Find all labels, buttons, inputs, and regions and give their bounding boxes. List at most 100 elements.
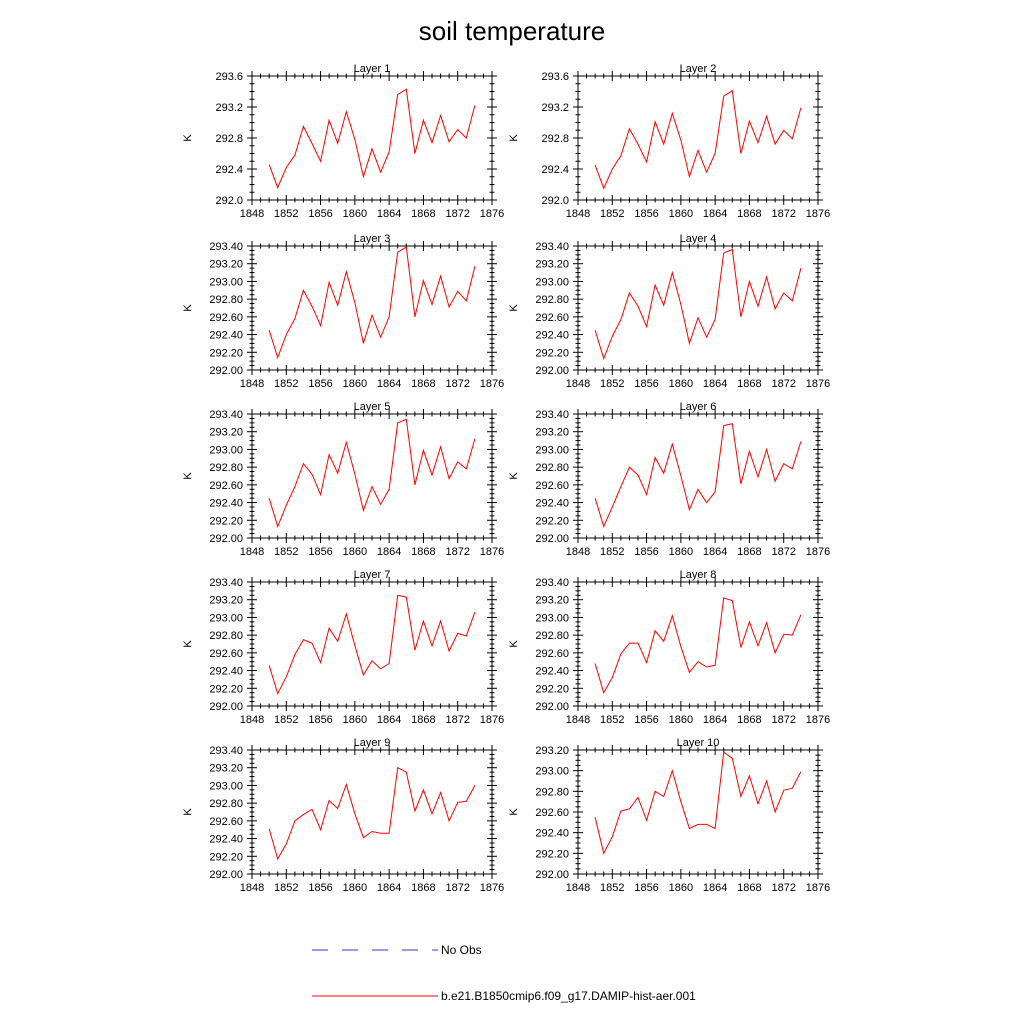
x-tick-label: 1848 <box>566 882 590 894</box>
x-tick-label: 1868 <box>737 378 761 390</box>
x-tick-label: 1868 <box>411 546 435 558</box>
panel-title: Layer 9 <box>354 737 391 749</box>
y-tick-label: 292.00 <box>535 533 569 545</box>
series-line <box>268 766 476 861</box>
panel-title: Layer 8 <box>680 569 717 581</box>
y-tick-label: 293.00 <box>209 444 243 456</box>
y-tick-label: 292.60 <box>535 648 569 660</box>
y-tick-label: 292.00 <box>535 365 569 377</box>
x-tick-label: 1856 <box>308 546 332 558</box>
panel-title: Layer 6 <box>680 401 717 413</box>
y-tick-label: 292.60 <box>535 480 569 492</box>
y-tick-label: 293.20 <box>209 595 243 607</box>
y-tick-label: 293.2 <box>541 102 569 114</box>
series-line <box>594 597 802 694</box>
y-tick-label: 292.40 <box>209 666 243 678</box>
y-tick-label: 292.20 <box>535 848 569 860</box>
x-tick-label: 1872 <box>771 208 795 220</box>
x-tick-label: 1876 <box>480 882 504 894</box>
y-tick-label: 293.20 <box>209 259 243 271</box>
series-line <box>268 594 476 695</box>
x-tick-label: 1852 <box>274 714 298 726</box>
y-tick-label: 292.20 <box>209 515 243 527</box>
y-tick-label: 293.00 <box>535 276 569 288</box>
x-tick-label: 1876 <box>480 208 504 220</box>
y-tick-label: 292.60 <box>209 648 243 660</box>
panel-layer-7: Layer 7 K 1848 1852 1856 1860 1864 1868 1872 1876… <box>182 569 504 726</box>
x-tick-label: 1868 <box>737 714 761 726</box>
legend-model-label: b.e21.B1850cmip6.f09_g17.DAMIP-hist-aer.… <box>441 989 696 1003</box>
figure-title: soil temperature <box>419 16 605 46</box>
y-tick-label: 292.80 <box>535 786 569 798</box>
panel-layer-10: Layer 10 K 1848 1852 1856 1860 1864 1868 1872 187… <box>508 737 830 894</box>
x-tick-label: 1864 <box>377 882 401 894</box>
panel-frame <box>251 413 493 539</box>
series-line <box>594 89 802 190</box>
x-tick-label: 1860 <box>343 208 367 220</box>
x-tick-label: 1856 <box>634 882 658 894</box>
panel-layer-1: Layer 1 K 1848 1852 1856 1860 1864 1868 1872 1876… <box>182 63 504 220</box>
panel-layer-5: Layer 5 K 1848 1852 1856 1860 1864 1868 1872 1876… <box>182 401 504 558</box>
y-tick-label: 293.40 <box>535 241 569 253</box>
y-tick-label: 292.20 <box>535 515 569 527</box>
y-axis-label: K <box>508 808 520 816</box>
x-tick-label: 1868 <box>411 208 435 220</box>
panel-frame <box>251 581 493 707</box>
x-tick-label: 1860 <box>669 546 693 558</box>
x-tick-label: 1860 <box>669 208 693 220</box>
y-tick-label: 292.8 <box>215 133 243 145</box>
x-tick-label: 1860 <box>343 378 367 390</box>
x-tick-label: 1876 <box>806 208 830 220</box>
x-tick-label: 1868 <box>737 208 761 220</box>
x-tick-label: 1852 <box>274 882 298 894</box>
x-tick-label: 1876 <box>806 378 830 390</box>
y-tick-label: 293.40 <box>209 577 243 589</box>
series-line <box>594 751 802 855</box>
series-line <box>594 423 802 528</box>
y-axis-label: K <box>508 134 520 142</box>
x-tick-label: 1856 <box>634 208 658 220</box>
legend-no-obs-label: No Obs <box>441 943 482 957</box>
x-tick-label: 1848 <box>240 208 264 220</box>
x-tick-label: 1864 <box>377 714 401 726</box>
y-tick-label: 292.4 <box>215 164 243 176</box>
panel-layer-2: Layer 2 K 1848 1852 1856 1860 1864 1868 1872 1876… <box>508 63 830 220</box>
y-tick-label: 292.00 <box>209 533 243 545</box>
x-tick-label: 1860 <box>669 714 693 726</box>
x-tick-label: 1864 <box>703 378 727 390</box>
y-tick-label: 292.80 <box>209 630 243 642</box>
panel-title: Layer 4 <box>680 233 717 245</box>
panel-frame <box>577 413 819 539</box>
panel-title: Layer 2 <box>680 63 717 75</box>
panel-title: Layer 10 <box>677 737 720 749</box>
series-line <box>268 418 476 529</box>
x-tick-label: 1848 <box>566 208 590 220</box>
y-tick-label: 292.20 <box>209 851 243 863</box>
y-tick-label: 293.20 <box>535 259 569 271</box>
x-tick-label: 1872 <box>771 714 795 726</box>
panel-layer-6: Layer 6 K 1848 1852 1856 1860 1864 1868 1872 1876… <box>508 401 830 558</box>
y-tick-label: 293.6 <box>215 71 243 83</box>
series-line <box>268 88 476 189</box>
y-tick-label: 292.80 <box>209 462 243 474</box>
y-tick-label: 293.00 <box>209 780 243 792</box>
y-axis-label: K <box>508 304 520 312</box>
x-tick-label: 1852 <box>600 546 624 558</box>
x-tick-label: 1872 <box>445 546 469 558</box>
panel-layer-8: Layer 8 K 1848 1852 1856 1860 1864 1868 1872 1876… <box>508 569 830 726</box>
x-tick-label: 1852 <box>274 208 298 220</box>
x-tick-label: 1852 <box>600 208 624 220</box>
x-tick-label: 1848 <box>566 714 590 726</box>
y-tick-label: 293.40 <box>535 409 569 421</box>
y-tick-label: 293.40 <box>209 409 243 421</box>
x-tick-label: 1848 <box>240 378 264 390</box>
y-tick-label: 292.40 <box>209 330 243 342</box>
x-tick-label: 1860 <box>669 882 693 894</box>
x-tick-label: 1852 <box>600 378 624 390</box>
x-tick-label: 1848 <box>240 714 264 726</box>
x-tick-label: 1852 <box>274 546 298 558</box>
y-axis-label: K <box>182 808 194 816</box>
y-tick-label: 292.40 <box>535 828 569 840</box>
panel-title: Layer 1 <box>354 63 391 75</box>
y-tick-label: 292.80 <box>209 294 243 306</box>
